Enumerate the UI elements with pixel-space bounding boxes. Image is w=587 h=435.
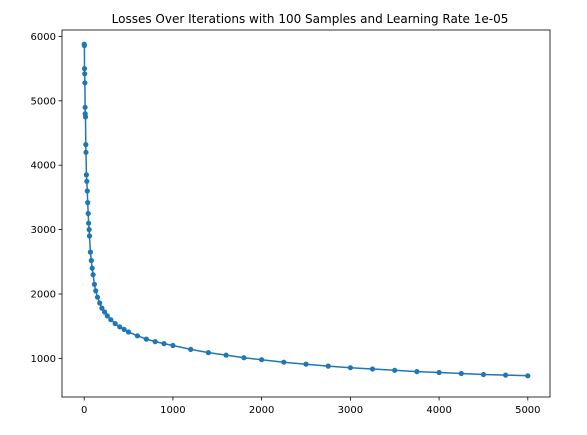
data-point <box>81 66 88 72</box>
data-point <box>102 309 108 315</box>
data-point <box>458 370 464 377</box>
data-point <box>108 317 114 323</box>
data-point <box>325 363 331 369</box>
data-point <box>152 339 158 345</box>
chart-title: Losses Over Iterations with 100 Samples … <box>112 12 509 26</box>
x-tick-label: 5000 <box>515 405 540 416</box>
x-tick-label: 0 <box>81 405 87 416</box>
x-tick-label: 2000 <box>249 405 274 416</box>
data-point <box>82 71 88 77</box>
data-point <box>503 372 509 378</box>
data-point <box>82 80 88 86</box>
y-tick-label: 5000 <box>31 96 56 107</box>
data-point <box>303 361 309 367</box>
x-tick-label: 3000 <box>338 405 363 416</box>
data-point <box>241 355 247 361</box>
data-point <box>85 210 91 217</box>
data-point <box>480 371 487 378</box>
data-point <box>436 369 442 376</box>
data-point <box>259 357 265 363</box>
axes: 0 1000 2000 3000 4000 5000 1000 2000 3000 4000 500… <box>31 29 551 416</box>
y-tick-label: 4000 <box>31 161 56 172</box>
data-point <box>134 333 140 339</box>
data-point <box>121 326 127 332</box>
data-point <box>117 324 123 330</box>
data-point <box>85 200 91 206</box>
data-point <box>125 329 132 335</box>
data-point <box>97 300 103 306</box>
series-line <box>83 44 528 377</box>
data-point <box>86 233 93 239</box>
data-point <box>91 281 97 287</box>
y-tick-label: 2000 <box>31 289 56 300</box>
data-point <box>86 227 92 233</box>
data-point <box>86 220 92 226</box>
data-point <box>104 313 110 319</box>
data-point <box>88 257 94 264</box>
data-point <box>93 288 99 294</box>
data-point <box>161 341 167 347</box>
data-point <box>281 359 287 365</box>
y-tick-label: 3000 <box>31 225 56 236</box>
data-point <box>347 365 353 371</box>
data-point <box>83 172 89 178</box>
data-point <box>82 114 89 120</box>
data-point <box>205 350 211 356</box>
x-tick-label: 1000 <box>160 405 185 416</box>
data-point <box>414 369 420 375</box>
data-point <box>223 352 229 358</box>
data-point <box>170 342 176 349</box>
data-point <box>84 178 90 184</box>
x-tick-label: 4000 <box>426 405 451 416</box>
data-point <box>99 305 105 311</box>
data-point <box>83 149 89 155</box>
data-point <box>89 265 95 271</box>
data-point <box>90 272 96 278</box>
data-point <box>87 249 93 255</box>
data-point <box>392 367 398 373</box>
data-point <box>82 104 88 110</box>
plot-area <box>81 41 531 379</box>
data-point <box>525 373 531 379</box>
data-point <box>188 346 194 352</box>
data-point <box>112 321 118 327</box>
y-tick-label: 6000 <box>31 32 56 43</box>
y-tick-label: 1000 <box>31 354 56 365</box>
axes-frame <box>61 29 551 398</box>
data-point <box>369 366 376 372</box>
data-point <box>83 142 89 148</box>
data-point <box>143 336 149 342</box>
data-point <box>94 294 101 300</box>
data-point <box>81 42 87 49</box>
data-point <box>84 188 90 194</box>
